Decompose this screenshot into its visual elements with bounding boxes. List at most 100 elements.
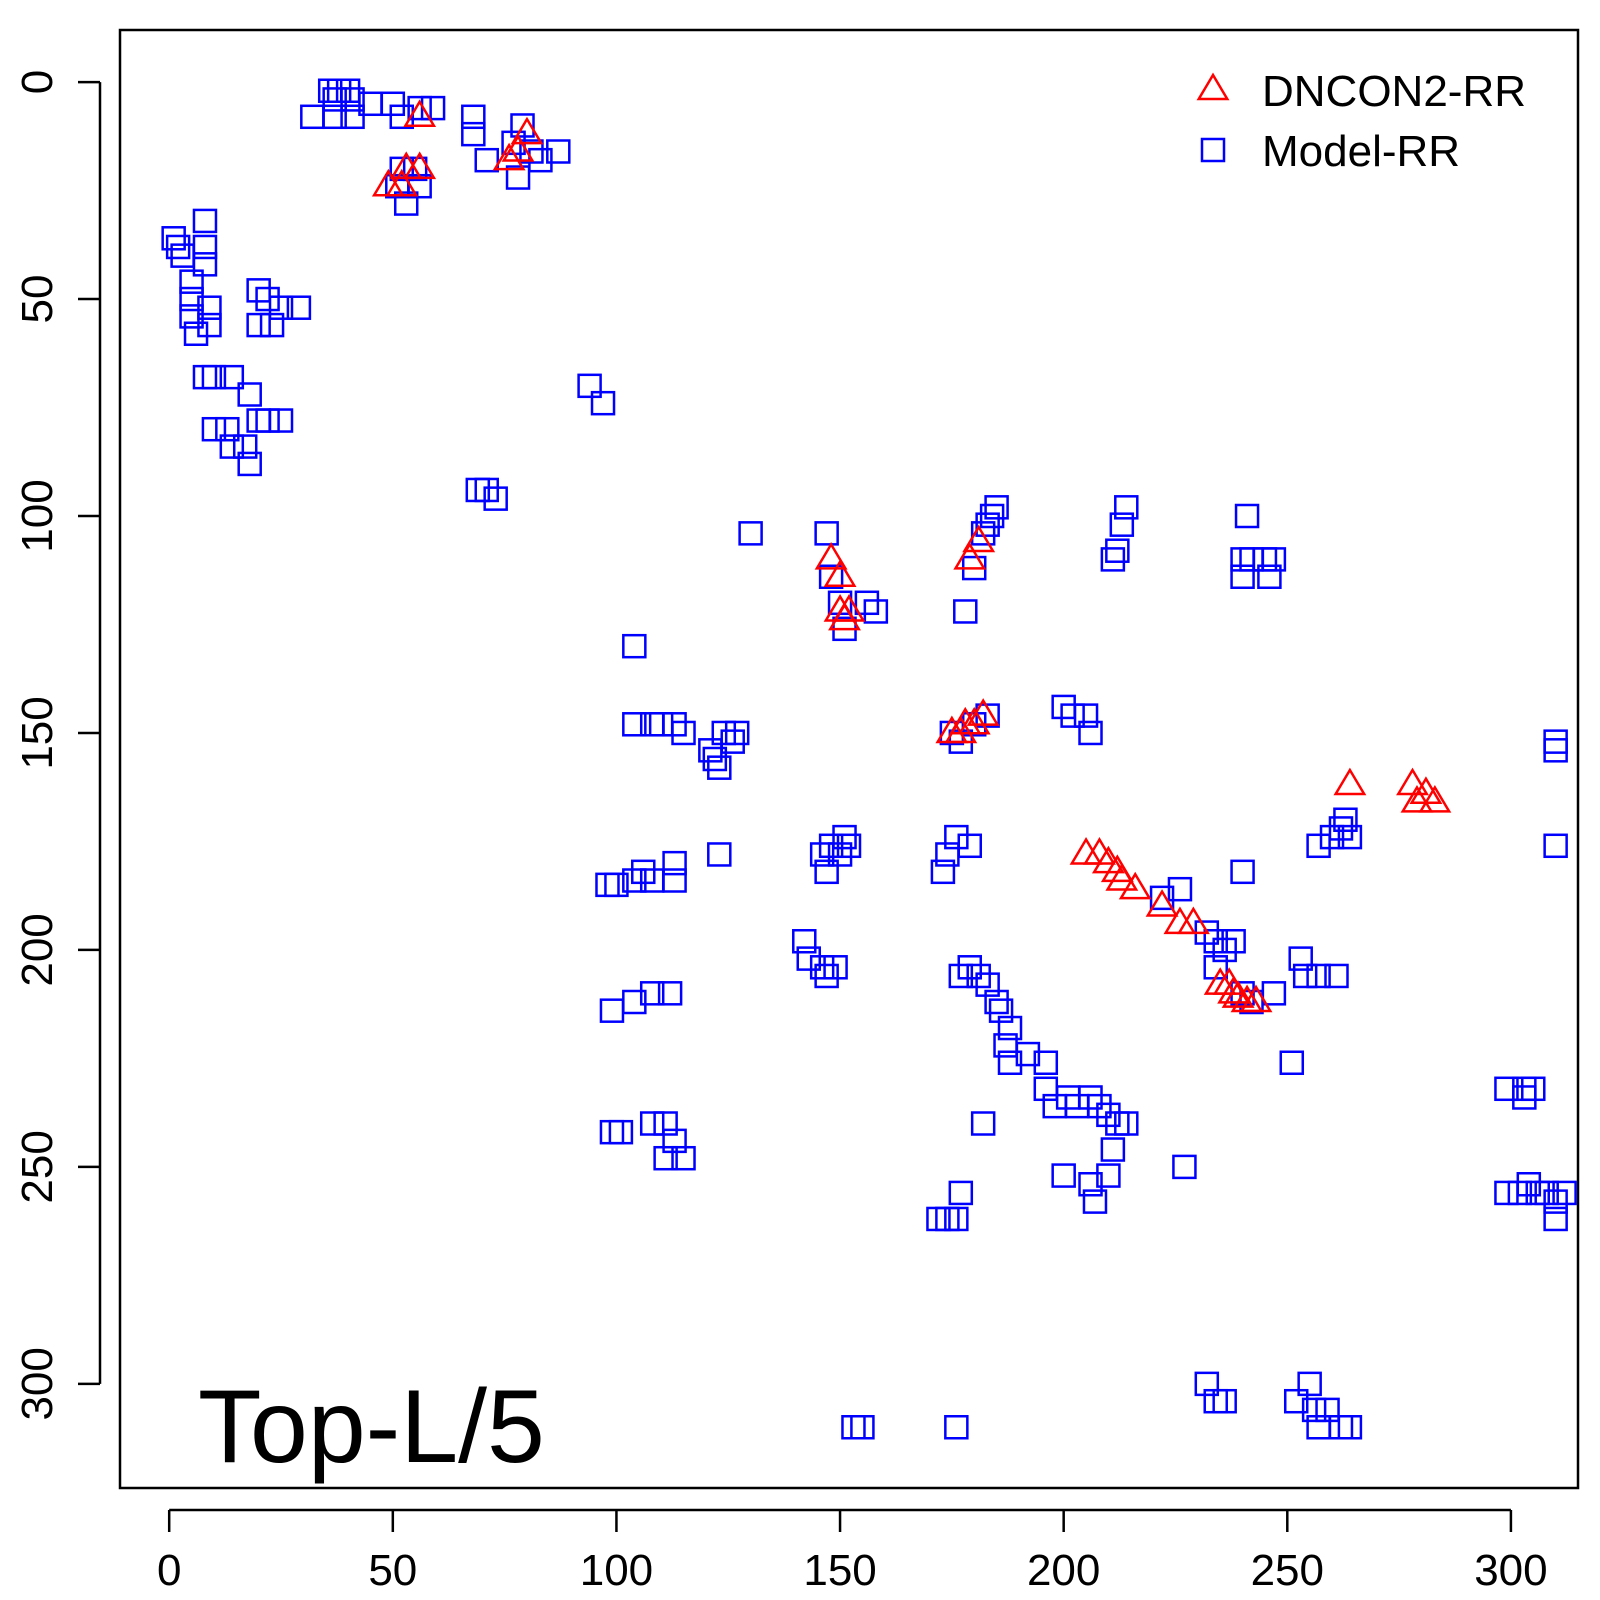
model-rr-point: [255, 286, 280, 312]
model-rr-point: [724, 720, 750, 746]
model-rr-point: [165, 234, 191, 260]
model-rr-point: [595, 872, 620, 898]
model-rr-point: [215, 416, 240, 442]
model-rr-point: [639, 1111, 665, 1136]
model-rr-point: [1543, 1206, 1568, 1232]
model-rr-point: [1543, 729, 1568, 754]
model-rr-point: [1100, 547, 1126, 572]
model-rr-point: [219, 364, 245, 390]
x-tick-label: 300: [1474, 1546, 1547, 1595]
model-rr-point: [622, 868, 647, 893]
model-rr-point: [197, 312, 222, 338]
model-rr-point: [720, 729, 745, 754]
model-rr-point: [832, 824, 857, 850]
model-rr-point: [836, 833, 862, 859]
model-rr-point: [1288, 946, 1313, 971]
model-rr-point: [1261, 547, 1287, 572]
model-rr-point: [841, 1415, 866, 1440]
model-rr-point: [1082, 1189, 1108, 1214]
model-rr-point: [622, 633, 647, 659]
model-rr-point: [1543, 1189, 1568, 1214]
model-rr-point: [1337, 824, 1363, 850]
model-rr-point: [792, 929, 817, 954]
model-rr-point: [1306, 833, 1331, 859]
dncon2-rr-point: [1418, 784, 1452, 813]
model-rr-point: [1328, 1415, 1354, 1440]
x-tick-label: 50: [368, 1546, 417, 1595]
model-rr-point: [389, 156, 415, 182]
model-rr-point: [519, 139, 544, 164]
y-tick-label: 300: [13, 1347, 62, 1420]
model-rr-point: [1073, 703, 1099, 728]
model-rr-point: [179, 304, 204, 329]
model-rr-point: [1543, 833, 1568, 859]
model-rr-point: [1078, 720, 1103, 746]
model-rr-point: [1212, 937, 1237, 963]
model-rr-point: [988, 998, 1014, 1023]
panel-annotation: Top-L/5: [198, 1369, 545, 1485]
y-axis: 0 50 100 150 200 250 300: [13, 70, 102, 1421]
model-rr-point: [1521, 1076, 1546, 1102]
model-rr-point: [944, 824, 969, 850]
model-rr-point: [1283, 1388, 1309, 1414]
y-tick-label: 50: [13, 275, 62, 324]
dncon2-rr-point: [1118, 871, 1152, 900]
model-rr-point: [300, 104, 325, 130]
model-rr-point: [1015, 1041, 1041, 1067]
dncon2-rr-point: [1145, 889, 1179, 917]
model-rr-point: [192, 364, 218, 390]
model-rr-point: [970, 1111, 996, 1136]
x-tick-label: 200: [1027, 1546, 1100, 1595]
model-rr-point: [1230, 547, 1255, 572]
model-rr-point: [232, 434, 258, 459]
model-rr-point: [1078, 1085, 1103, 1110]
model-rr-point: [268, 408, 294, 433]
model-rr-point: [1257, 564, 1282, 589]
model-rr-point: [631, 859, 656, 885]
legend-square-marker: [1200, 137, 1226, 163]
model-rr-point: [246, 278, 271, 303]
dncon2-rr-point: [1217, 975, 1251, 1004]
model-rr-point: [407, 95, 432, 121]
model-rr-point: [814, 859, 839, 885]
x-tick-label: 150: [803, 1546, 876, 1595]
dncon2-rr-point: [1105, 863, 1139, 891]
model-rr-point: [1033, 1076, 1059, 1102]
model-rr-point: [975, 512, 1000, 537]
dncon2-rr-point: [1396, 767, 1429, 796]
model-rr-point: [948, 963, 974, 989]
model-rr-point: [850, 1415, 875, 1440]
model-rr-point: [1114, 495, 1139, 520]
model-rr-point: [577, 373, 602, 399]
x-axis: 0 50 100 150 200 250 300: [157, 1508, 1548, 1595]
legend: DNCON2-RR Model-RR: [1196, 67, 1526, 176]
model-rr-point: [322, 104, 347, 130]
model-rr-point: [1234, 503, 1260, 529]
model-rr-point: [935, 1206, 960, 1232]
dncon2-rr-point: [957, 706, 991, 735]
dncon2-rr-point: [1239, 984, 1273, 1013]
model-rr-point: [711, 720, 737, 746]
model-rr-point: [246, 312, 271, 338]
model-rr-point: [948, 1180, 974, 1206]
model-rr-point: [590, 390, 616, 416]
model-rr-point: [1512, 1085, 1537, 1110]
model-rr-point: [255, 408, 280, 433]
dncon2-rr-point: [1333, 767, 1367, 796]
model-rr-point: [1306, 963, 1331, 989]
model-rr-point: [393, 191, 419, 216]
model-rr-point: [1105, 538, 1130, 563]
model-rr-point: [192, 208, 218, 234]
dncon2-rr-point: [1176, 906, 1210, 935]
model-rr-point: [738, 521, 763, 546]
dncon2-rr-point: [510, 116, 544, 145]
model-rr-point: [997, 1015, 1023, 1041]
model-rr-point: [201, 364, 227, 390]
model-rr-point: [1328, 816, 1354, 841]
model-rr-point: [702, 746, 728, 772]
dncon2-rr-point: [962, 524, 996, 553]
model-rr-point: [1055, 1085, 1081, 1110]
model-rr-point: [827, 842, 853, 867]
model-rr-point: [818, 833, 844, 859]
